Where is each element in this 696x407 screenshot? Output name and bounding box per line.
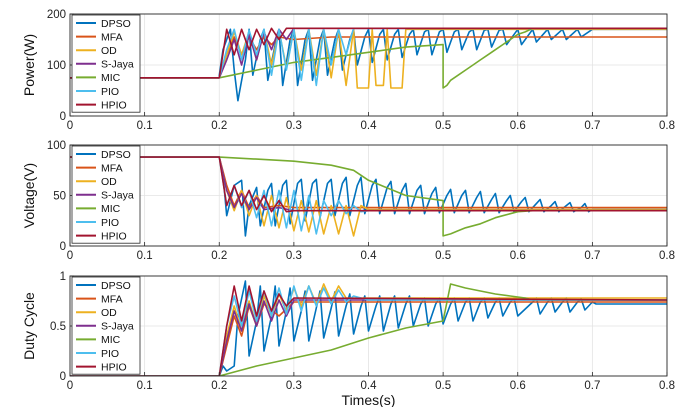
- legend-entry: PIO: [101, 86, 119, 98]
- x-tick-label: 0.4: [361, 380, 378, 392]
- x-tick-label: 0: [67, 250, 73, 262]
- panel-3: 0 0.1 0.2 0.3 0.4 0.5 0.6 0.7 0.8 0 0.5 1 Duty Cycle…: [21, 271, 675, 407]
- x-tick-label: 0: [67, 120, 73, 132]
- series-group: [70, 156, 667, 237]
- y-axis-label: Power(W): [21, 34, 37, 96]
- legend-entry: MIC: [101, 334, 121, 346]
- x-tick-label: 0.1: [137, 380, 153, 392]
- x-tick-label: 0.3: [286, 380, 302, 392]
- x-tick-label: 0.8: [659, 250, 675, 262]
- y-tick-label: 100: [47, 140, 66, 152]
- x-tick-label: 0.3: [286, 250, 302, 262]
- series-line-mic: [70, 27, 667, 89]
- x-tick-label: 0.2: [211, 250, 227, 262]
- series-line-od: [70, 156, 667, 237]
- legend-entry: HPIO: [101, 230, 127, 242]
- legend-entry: PIO: [101, 217, 119, 229]
- y-tick-label: 100: [47, 60, 66, 72]
- series-line-mic: [70, 283, 667, 376]
- series-group: [70, 27, 667, 102]
- series-line-dpso: [70, 156, 667, 237]
- series-line-hpio: [70, 27, 667, 79]
- panel-1: 0 0.1 0.2 0.3 0.4 0.5 0.6 0.7 0.8 0 100 200 Power(W)…: [21, 9, 675, 132]
- x-tick-label: 0.5: [435, 250, 451, 262]
- x-tick-label: 0.5: [435, 380, 451, 392]
- series-line-s-jaya: [70, 27, 667, 79]
- x-tick-label: 0: [67, 380, 73, 392]
- x-tick-label: 0.1: [137, 250, 153, 262]
- legend-entry: S-Jaya: [101, 190, 134, 202]
- legend-entry: HPIO: [101, 99, 127, 111]
- legend-entry: PIO: [101, 348, 119, 360]
- legend-entry: MIC: [101, 72, 121, 84]
- legend-entry: MFA: [101, 31, 123, 43]
- x-tick-label: 0.6: [510, 120, 526, 132]
- legend-entry: MFA: [101, 293, 123, 305]
- legend-entry: DPSO: [101, 280, 131, 292]
- y-tick-label: 200: [47, 9, 66, 21]
- x-axis-label: Times(s): [342, 392, 396, 407]
- x-tick-label: 0.4: [361, 250, 378, 262]
- legend-entry: OD: [101, 45, 117, 57]
- legend-entry: OD: [101, 307, 117, 319]
- series-line-pio: [70, 285, 667, 376]
- legend-entry: MFA: [101, 162, 123, 174]
- series-line-dpso: [70, 280, 667, 376]
- series-line-hpio: [70, 285, 667, 376]
- series-line-mic: [70, 156, 667, 237]
- x-tick-label: 0.6: [510, 380, 526, 392]
- y-tick-label: 1: [60, 271, 66, 283]
- x-tick-label: 0.7: [584, 250, 600, 262]
- panel-2: 0 0.1 0.2 0.3 0.4 0.5 0.6 0.7 0.8 0 50 100 Voltage(V…: [21, 140, 675, 262]
- y-tick-label: 0: [60, 371, 66, 383]
- legend-entry: MIC: [101, 203, 121, 215]
- legend-entry: OD: [101, 176, 117, 188]
- legend-entry: HPIO: [101, 361, 127, 373]
- legend-entry: S-Jaya: [101, 59, 134, 71]
- x-tick-label: 0.7: [584, 380, 600, 392]
- y-axis-label: Duty Cycle: [21, 292, 37, 360]
- x-tick-label: 0.3: [286, 120, 302, 132]
- y-tick-label: 0: [60, 241, 66, 253]
- y-tick-label: 50: [53, 191, 66, 203]
- series-group: [70, 280, 667, 376]
- x-tick-label: 0.7: [584, 120, 600, 132]
- legend-entry: S-Jaya: [101, 321, 134, 333]
- x-tick-label: 0.1: [137, 120, 153, 132]
- y-tick-label: 0.5: [50, 321, 66, 333]
- x-tick-label: 0.5: [435, 120, 451, 132]
- x-tick-label: 0.2: [211, 380, 227, 392]
- y-tick-label: 0: [60, 111, 66, 123]
- legend-entry: DPSO: [101, 18, 131, 30]
- series-line-s-jaya: [70, 299, 667, 376]
- legend-box: [71, 14, 141, 113]
- y-axis-label: Voltage(V): [21, 163, 37, 228]
- x-tick-label: 0.8: [659, 120, 675, 132]
- x-tick-label: 0.4: [361, 120, 378, 132]
- legend-entry: DPSO: [101, 149, 131, 161]
- x-tick-label: 0.2: [211, 120, 227, 132]
- x-tick-label: 0.6: [510, 250, 526, 262]
- series-line-hpio: [70, 156, 667, 213]
- series-line-dpso: [70, 28, 667, 102]
- x-tick-label: 0.8: [659, 380, 675, 392]
- series-line-pio: [70, 27, 667, 87]
